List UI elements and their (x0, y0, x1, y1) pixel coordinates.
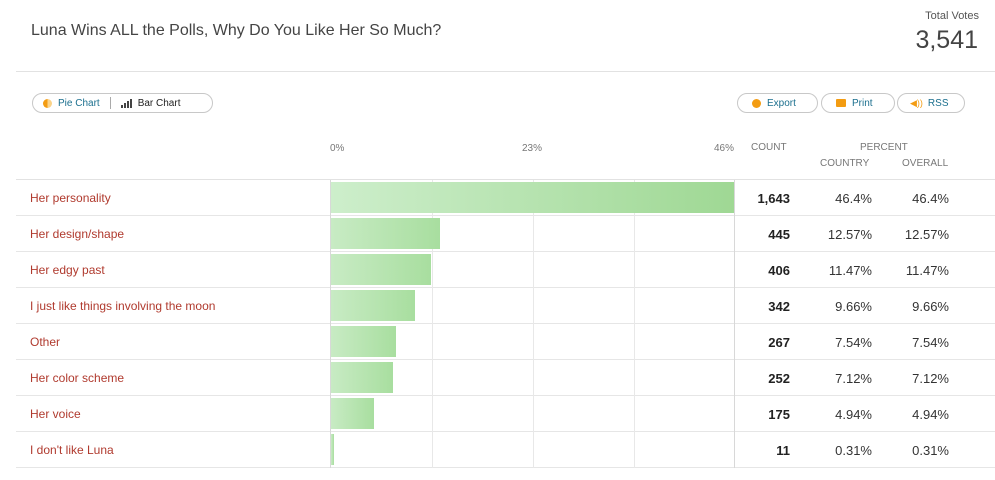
pie-chart-button[interactable]: Pie Chart (33, 94, 110, 112)
chart-type-toggle: Pie Chart Bar Chart (32, 93, 213, 113)
table-row: Her voice 175 4.94% 4.94% (16, 396, 995, 432)
row-country-percent: 9.66% (835, 299, 872, 314)
pie-chart-label: Pie Chart (58, 97, 100, 109)
rss-label: RSS (927, 97, 949, 109)
rss-button[interactable]: ◀)) RSS (897, 93, 965, 113)
row-country-percent: 0.31% (835, 443, 872, 458)
country-column-header: COUNTRY (820, 158, 870, 169)
total-votes-label: Total Votes (925, 10, 979, 22)
row-overall-percent: 12.57% (904, 227, 949, 242)
row-country-percent: 12.57% (827, 227, 872, 242)
table-row: Her design/shape 445 12.57% 12.57% (16, 216, 995, 252)
print-button[interactable]: Print (821, 93, 895, 113)
rss-icon: ◀)) (910, 97, 923, 108)
bar-chart-button[interactable]: Bar Chart (111, 94, 191, 112)
row-count: 252 (768, 371, 790, 386)
bar-plot-area (330, 180, 735, 468)
row-overall-percent: 11.47% (905, 263, 949, 278)
bar-chart-icon (120, 98, 132, 108)
row-label: Her personality (30, 191, 111, 205)
row-count: 11 (776, 443, 790, 458)
row-country-percent: 4.94% (835, 407, 872, 422)
print-label: Print (852, 97, 873, 109)
table-top-border (16, 179, 995, 180)
row-count: 1,643 (757, 191, 790, 206)
row-overall-percent: 7.12% (912, 371, 949, 386)
table-row: I don't like Luna 11 0.31% 0.31% (16, 432, 995, 468)
gridline (533, 180, 534, 468)
row-label: Her design/shape (30, 227, 125, 241)
row-label: Her edgy past (30, 263, 105, 277)
table-row: Her color scheme 252 7.12% 7.12% (16, 360, 995, 396)
row-overall-percent: 46.4% (912, 191, 949, 206)
row-overall-percent: 4.94% (912, 407, 949, 422)
row-overall-percent: 0.31% (912, 443, 949, 458)
row-count: 342 (768, 299, 790, 314)
row-country-percent: 11.47% (828, 263, 872, 278)
pie-chart-icon (43, 98, 52, 108)
bar (331, 182, 734, 213)
bar (331, 398, 374, 429)
row-label: I just like things involving the moon (30, 299, 216, 313)
bar (331, 290, 415, 321)
bar (331, 362, 393, 393)
row-count: 445 (768, 227, 790, 242)
row-count: 175 (768, 407, 790, 422)
total-votes-value: 3,541 (915, 26, 978, 54)
row-country-percent: 46.4% (835, 191, 872, 206)
x-tick-2: 46% (714, 143, 735, 154)
percent-column-header: PERCENT (860, 142, 908, 153)
bar (331, 434, 334, 465)
row-overall-percent: 9.66% (912, 299, 949, 314)
table-row: Her edgy past 406 11.47% 11.47% (16, 252, 995, 288)
x-tick-0: 0% (330, 143, 345, 154)
gridline (432, 180, 433, 468)
gridline (634, 180, 635, 468)
export-label: Export (767, 97, 796, 109)
bar-chart-label: Bar Chart (137, 97, 181, 109)
export-icon (752, 98, 761, 108)
row-overall-percent: 7.54% (912, 335, 949, 350)
row-label: I don't like Luna (30, 443, 114, 457)
export-button[interactable]: Export (737, 93, 818, 113)
row-label: Other (30, 335, 61, 349)
table-row: Her personality 1,643 46.4% 46.4% (16, 180, 995, 216)
row-label: Her voice (30, 407, 81, 421)
row-country-percent: 7.12% (835, 371, 872, 386)
row-count: 267 (768, 335, 790, 350)
overall-column-header: OVERALL (902, 158, 949, 169)
table-row: I just like things involving the moon 342… (16, 288, 995, 324)
header-divider (16, 71, 995, 72)
bar (331, 218, 440, 249)
bar (331, 326, 396, 357)
toggle-divider (109, 97, 111, 109)
print-icon (836, 99, 846, 107)
row-count: 406 (768, 263, 790, 278)
count-column-header: COUNT (751, 142, 787, 153)
x-tick-1: 23% (522, 143, 543, 154)
bar (331, 254, 431, 285)
row-label: Her color scheme (30, 371, 125, 385)
table-row: Other 267 7.54% 7.54% (16, 324, 995, 360)
row-country-percent: 7.54% (835, 335, 872, 350)
poll-title: Luna Wins ALL the Polls, Why Do You Like… (31, 22, 442, 39)
